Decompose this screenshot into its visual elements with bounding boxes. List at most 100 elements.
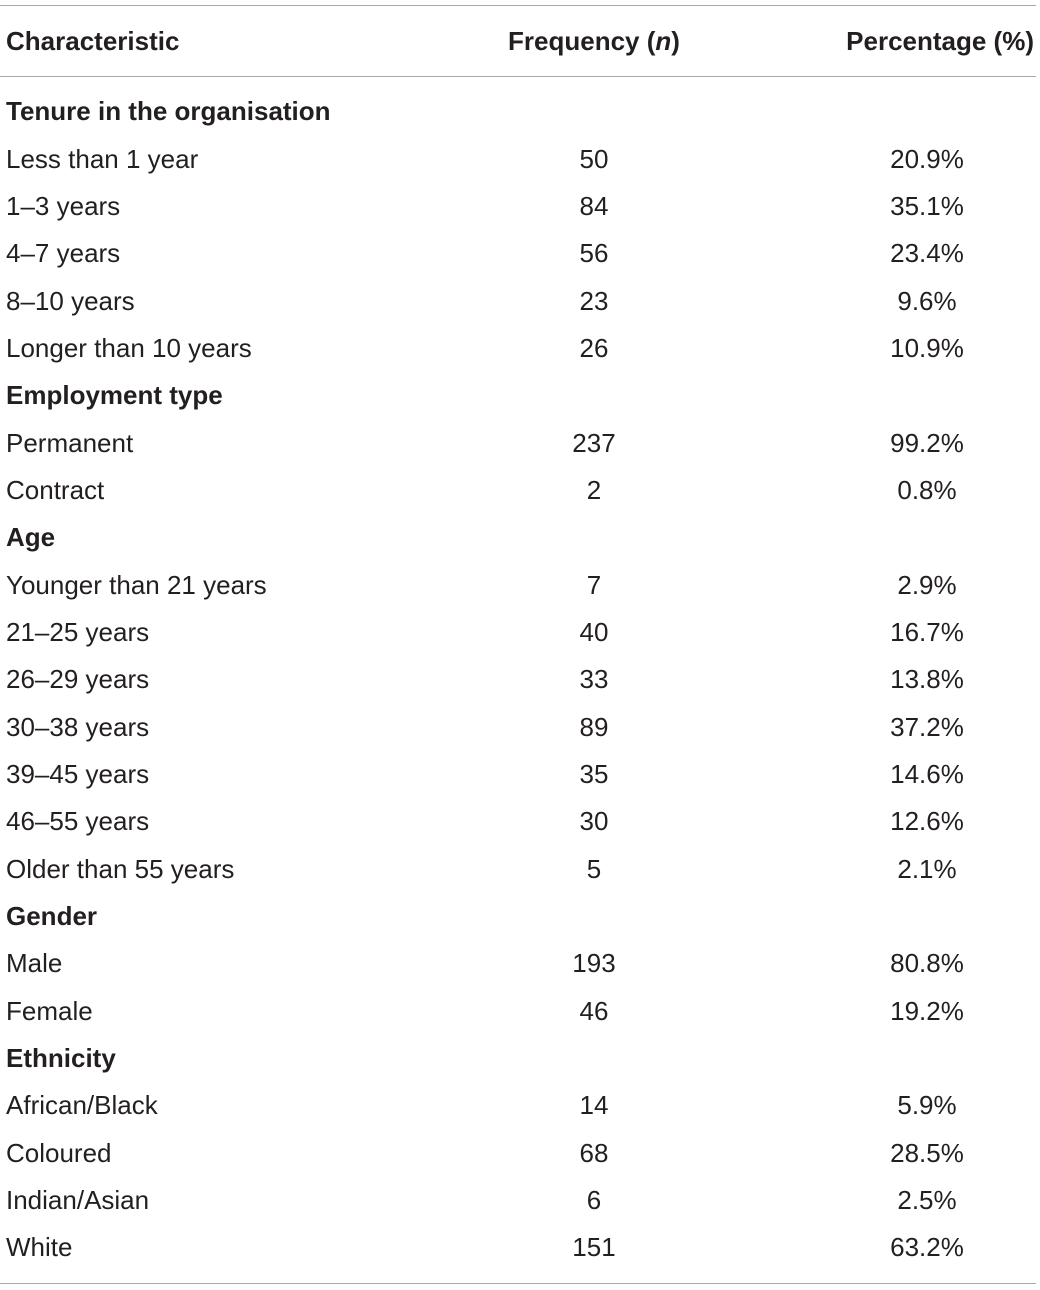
cell: 13.8% bbox=[890, 664, 964, 695]
section-row: Age bbox=[0, 514, 1040, 561]
section-row: Tenure in the organisation bbox=[0, 88, 1040, 135]
data-row: 21–25 years 40 16.7% bbox=[0, 609, 1040, 656]
cell: 5 bbox=[586, 853, 602, 884]
data-row: Coloured 68 28.5% bbox=[0, 1130, 1040, 1177]
cell: 14 bbox=[579, 1090, 609, 1121]
cell: 9.6% bbox=[897, 285, 957, 316]
cell: 50 bbox=[579, 143, 609, 174]
header-text: ) bbox=[671, 26, 680, 56]
cell: 46 bbox=[579, 995, 609, 1026]
cell: 2.5% bbox=[897, 1184, 957, 1215]
cell: 99.2% bbox=[890, 427, 964, 458]
cell: Longer than 10 years bbox=[6, 332, 252, 363]
cell: 26–29 years bbox=[6, 664, 150, 695]
cell: 37.2% bbox=[890, 711, 964, 742]
header-rule bbox=[0, 76, 1036, 77]
cell: 21–25 years bbox=[6, 616, 150, 647]
cell: 80.8% bbox=[890, 948, 964, 979]
cell: 26 bbox=[579, 332, 609, 363]
data-row: Older than 55 years 5 2.1% bbox=[0, 846, 1040, 893]
cell: 193 bbox=[572, 948, 616, 979]
data-row: Female 46 19.2% bbox=[0, 988, 1040, 1035]
data-row: 4–7 years 56 23.4% bbox=[0, 230, 1040, 277]
data-row: Indian/Asian 6 2.5% bbox=[0, 1177, 1040, 1224]
cell: 1–3 years bbox=[6, 190, 121, 221]
cell: 0.8% bbox=[897, 474, 957, 505]
cell: 20.9% bbox=[890, 143, 964, 174]
section-title: Age bbox=[6, 522, 56, 553]
cell: 237 bbox=[572, 427, 616, 458]
bottom-rule bbox=[0, 1283, 1036, 1284]
header-italic: n bbox=[655, 26, 672, 56]
cell: 23 bbox=[579, 285, 609, 316]
cell: Contract bbox=[6, 474, 105, 505]
cell: 89 bbox=[579, 711, 609, 742]
section-row: Gender bbox=[0, 893, 1040, 940]
cell: 39–45 years bbox=[6, 758, 150, 789]
header-row: Characteristic Frequency (n) Percentage … bbox=[0, 18, 1040, 65]
section-title: Ethnicity bbox=[6, 1042, 116, 1073]
data-row: 1–3 years 84 35.1% bbox=[0, 183, 1040, 230]
data-row: 26–29 years 33 13.8% bbox=[0, 656, 1040, 703]
cell: African/Black bbox=[6, 1090, 158, 1121]
cell: Indian/Asian bbox=[6, 1184, 150, 1215]
header-cell: Frequency (n) bbox=[494, 18, 694, 65]
header-cell: Percentage (%) bbox=[846, 26, 1034, 56]
cell: 6 bbox=[586, 1184, 602, 1215]
data-row: Permanent 237 99.2% bbox=[0, 420, 1040, 467]
section-title: Employment type bbox=[6, 380, 223, 411]
data-row: Younger than 21 years 7 2.9% bbox=[0, 562, 1040, 609]
cell: 2.9% bbox=[897, 569, 957, 600]
cell: 33 bbox=[579, 664, 609, 695]
cell: 4–7 years bbox=[6, 238, 121, 269]
cell: Younger than 21 years bbox=[6, 569, 267, 600]
cell: Older than 55 years bbox=[6, 853, 235, 884]
data-row: 39–45 years 35 14.6% bbox=[0, 751, 1040, 798]
cell: 46–55 years bbox=[6, 806, 150, 837]
data-row: White 151 63.2% bbox=[0, 1224, 1040, 1271]
cell: 151 bbox=[572, 1232, 616, 1263]
data-row: 30–38 years 89 37.2% bbox=[0, 704, 1040, 751]
cell: 23.4% bbox=[890, 238, 964, 269]
cell: White bbox=[6, 1232, 73, 1263]
data-row: 8–10 years 23 9.6% bbox=[0, 278, 1040, 325]
cell: 16.7% bbox=[890, 616, 964, 647]
cell: Male bbox=[6, 948, 63, 979]
cell: Permanent bbox=[6, 427, 134, 458]
cell: 56 bbox=[579, 238, 609, 269]
data-row: African/Black 14 5.9% bbox=[0, 1082, 1040, 1129]
cell: 35 bbox=[579, 758, 609, 789]
top-rule bbox=[0, 5, 1036, 6]
section-row: Employment type bbox=[0, 372, 1040, 419]
cell: 8–10 years bbox=[6, 285, 135, 316]
cell: 19.2% bbox=[890, 995, 964, 1026]
cell: 2.1% bbox=[897, 853, 957, 884]
cell: 35.1% bbox=[890, 190, 964, 221]
cell: 30 bbox=[579, 806, 609, 837]
cell: 12.6% bbox=[890, 806, 964, 837]
cell: Female bbox=[6, 995, 93, 1026]
cell: 40 bbox=[579, 616, 609, 647]
header-text: Frequency ( bbox=[508, 26, 656, 56]
cell: Less than 1 year bbox=[6, 143, 199, 174]
cell: 28.5% bbox=[890, 1137, 964, 1168]
cell: 14.6% bbox=[890, 758, 964, 789]
data-row: 46–55 years 30 12.6% bbox=[0, 798, 1040, 845]
header-cell: Characteristic bbox=[6, 26, 180, 56]
data-row: Longer than 10 years 26 10.9% bbox=[0, 325, 1040, 372]
section-title: Gender bbox=[6, 900, 98, 931]
cell: 10.9% bbox=[890, 332, 964, 363]
cell: 7 bbox=[586, 569, 602, 600]
cell: 30–38 years bbox=[6, 711, 150, 742]
cell: 2 bbox=[586, 474, 602, 505]
data-row: Male 193 80.8% bbox=[0, 940, 1040, 987]
cell: 63.2% bbox=[890, 1232, 964, 1263]
section-title: Tenure in the organisation bbox=[6, 96, 331, 127]
data-row: Contract 2 0.8% bbox=[0, 467, 1040, 514]
section-row: Ethnicity bbox=[0, 1035, 1040, 1082]
cell: 68 bbox=[579, 1137, 609, 1168]
cell: 5.9% bbox=[897, 1090, 957, 1121]
data-row: Less than 1 year 50 20.9% bbox=[0, 136, 1040, 183]
cell: 84 bbox=[579, 190, 609, 221]
